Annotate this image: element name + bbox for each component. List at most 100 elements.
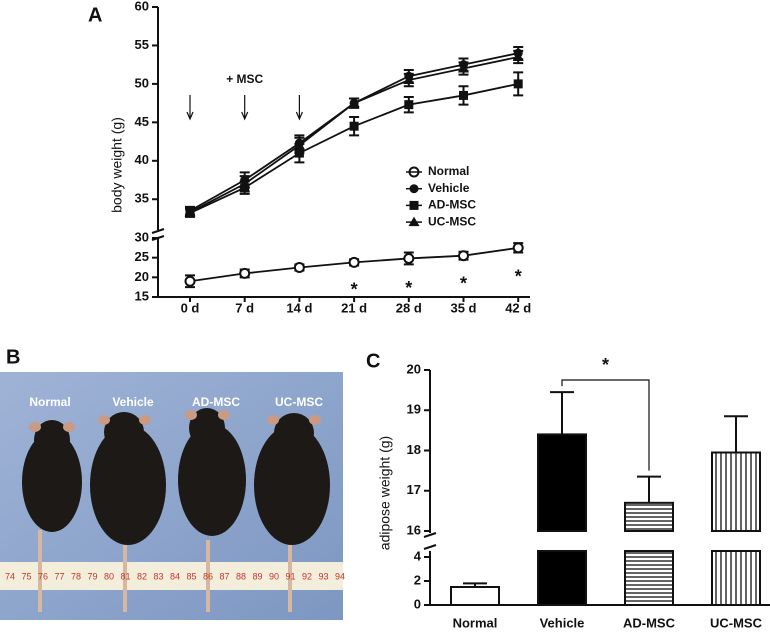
x-tick-label: Normal [453,615,498,630]
marker [239,267,251,279]
y-tick-label: 17 [407,482,421,497]
photo [0,372,343,620]
panel-label: C [366,350,380,372]
significance: * [351,279,358,299]
ruler-number: 75 [21,571,31,581]
bar [537,433,587,532]
marker [459,90,468,100]
x-tick-label: 28 d [396,300,422,315]
ruler-number: 91 [285,571,295,581]
marker [239,178,251,188]
error-bar [637,475,661,503]
y-tick-label: 15 [135,288,149,303]
axis-break [423,532,437,550]
bar [624,550,674,606]
marker [349,121,359,131]
y-tick-label: 0 [414,596,421,611]
bar-chart: 0 2 4 16 17 18 19 20 Normal Vehicle AD-MSC UC-MSC * [407,355,770,630]
marker [403,74,415,85]
panel-label: A [88,4,102,26]
legend-label: UC-MSC [428,214,476,228]
marker [458,63,469,73]
marker [348,256,360,268]
marker [513,79,523,89]
ruler-number: 85 [186,571,196,581]
marker [293,262,305,273]
y-axis-label: adipose weight (g) [377,436,393,550]
y-tick-label: 25 [135,249,149,264]
bar [711,451,761,533]
y-tick-label: 45 [135,114,149,129]
error-bar [550,391,574,435]
bar [537,550,587,606]
ruler-number: 80 [104,571,114,581]
legend-label: AD-MSC [428,198,476,212]
ruler-number: 78 [71,571,81,581]
significance: * [602,355,609,375]
y-tick-label: 2 [414,572,421,587]
marker [458,250,469,262]
marker [512,51,524,61]
significance: * [405,278,412,298]
y-tick-label: 20 [407,361,421,376]
ruler-number: 82 [137,571,147,581]
y-tick-label: 35 [135,191,149,206]
marker [348,97,360,108]
x-tick-label: 14 d [286,300,312,315]
y-tick-label: 16 [407,522,421,537]
bar [624,501,674,533]
x-tick-label: 0 d [181,300,200,315]
x-tick-label: UC-MSC [710,615,763,630]
marker [293,139,305,150]
marker [404,100,414,110]
ruler-number: 94 [335,571,345,581]
x-tick-label: 21 d [341,300,367,315]
ruler-number: 84 [170,571,180,581]
x-tick-label: 7 d [235,300,254,315]
ruler-number: 74 [5,571,15,581]
ruler-number: 92 [302,571,312,581]
y-axis-label: body weight (g) [109,117,125,213]
ruler-number: 90 [269,571,279,581]
ruler-number: 76 [38,571,48,581]
ruler-number: 86 [203,571,213,581]
y-tick-label: 55 [135,37,149,52]
ruler-number: 89 [252,571,262,581]
marker [184,275,196,287]
y-tick-label: 4 [414,548,422,563]
photo-label: UC-MSC [275,395,323,409]
ruler-number: 88 [236,571,246,581]
significance: * [515,266,522,286]
ruler-number: 79 [87,571,97,581]
y-tick-label: 60 [135,0,149,13]
photo-label: Normal [29,395,70,409]
y-tick-label: 50 [135,75,149,90]
ruler [0,562,343,590]
x-tick-label: 35 d [450,300,476,315]
y-tick-label: 40 [135,152,149,167]
arrow [295,95,303,121]
legend-label: Normal [428,164,469,178]
bar [450,586,500,606]
marker [512,242,524,254]
significance: * [460,273,467,293]
marker [403,252,415,264]
error-bar [724,415,748,453]
ruler-number: 93 [318,571,328,581]
legend-label: Vehicle [428,181,470,195]
y-tick-label: 18 [407,442,421,457]
ruler-number: 77 [54,571,64,581]
annotation: + MSC [226,72,263,86]
panel-label: B [6,346,20,368]
x-tick-label: 42 d [505,300,531,315]
x-tick-label: Vehicle [540,615,585,630]
arrow [241,95,249,121]
ruler-number: 81 [120,571,130,581]
x-tick-label: AD-MSC [623,615,676,630]
arrow [186,95,194,121]
line-chart: 15 20 25 30 35 40 45 50 55 60 0 d 7 d 14 d 21 d 28 d 35… [135,0,532,315]
photo-label: AD-MSC [192,395,240,409]
ruler-number: 83 [153,571,163,581]
y-tick-label: 20 [135,269,149,284]
